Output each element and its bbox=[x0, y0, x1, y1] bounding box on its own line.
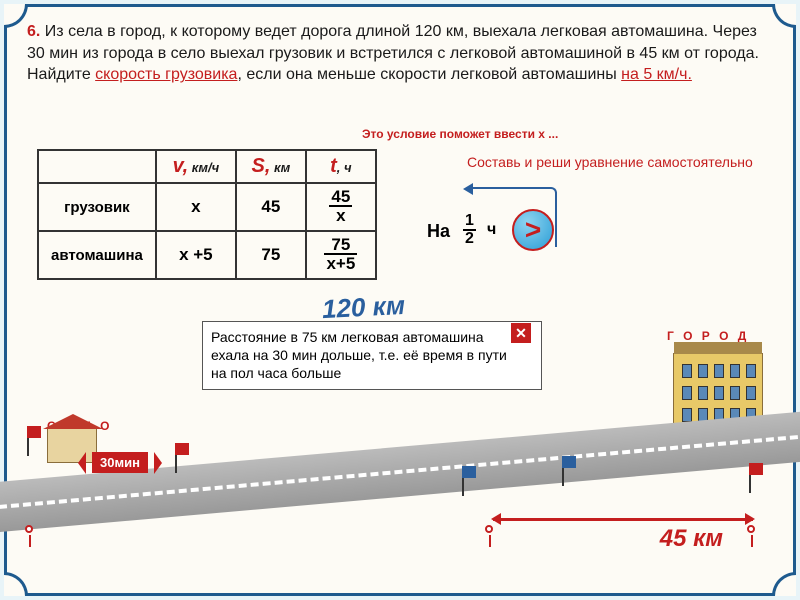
distance-total: 120 км bbox=[321, 290, 406, 325]
city-label: Г О Р О Д bbox=[667, 329, 749, 343]
problem-text: 6. Из села в город, к которому ведет дор… bbox=[27, 21, 773, 86]
table-row: грузовик х 45 45х bbox=[38, 183, 376, 231]
hint-text: Это условие поможет ввести х ... bbox=[362, 127, 558, 141]
time-badge: 30мин bbox=[92, 452, 148, 473]
distance-arrow bbox=[493, 518, 753, 521]
village-house-icon bbox=[47, 428, 97, 463]
flag-icon bbox=[749, 463, 763, 475]
data-table: v, км/ч S, км t, ч грузовик х 45 45х авт… bbox=[37, 149, 377, 280]
fraction-half: 12 bbox=[463, 213, 476, 248]
flag-icon bbox=[175, 443, 189, 455]
problem-number: 6. bbox=[27, 23, 40, 40]
flag-icon bbox=[562, 456, 576, 468]
hours-label: ч bbox=[487, 221, 496, 239]
marker-icon bbox=[747, 525, 755, 533]
distance-45: 45 км bbox=[660, 525, 723, 553]
marker-icon bbox=[485, 525, 493, 533]
close-icon[interactable]: ✕ bbox=[511, 323, 531, 343]
table-row: автомашина х +5 75 75х+5 bbox=[38, 231, 376, 279]
marker-icon bbox=[25, 525, 33, 533]
greater-than-button[interactable]: > bbox=[512, 209, 554, 251]
flag-icon bbox=[27, 426, 41, 438]
flag-icon bbox=[462, 466, 476, 478]
note-box: Расстояние в 75 км легковая автомашина е… bbox=[202, 321, 542, 390]
na-label: На bbox=[427, 221, 450, 242]
instruction-text: Составь и реши уравнение самостоятельно bbox=[467, 153, 753, 171]
